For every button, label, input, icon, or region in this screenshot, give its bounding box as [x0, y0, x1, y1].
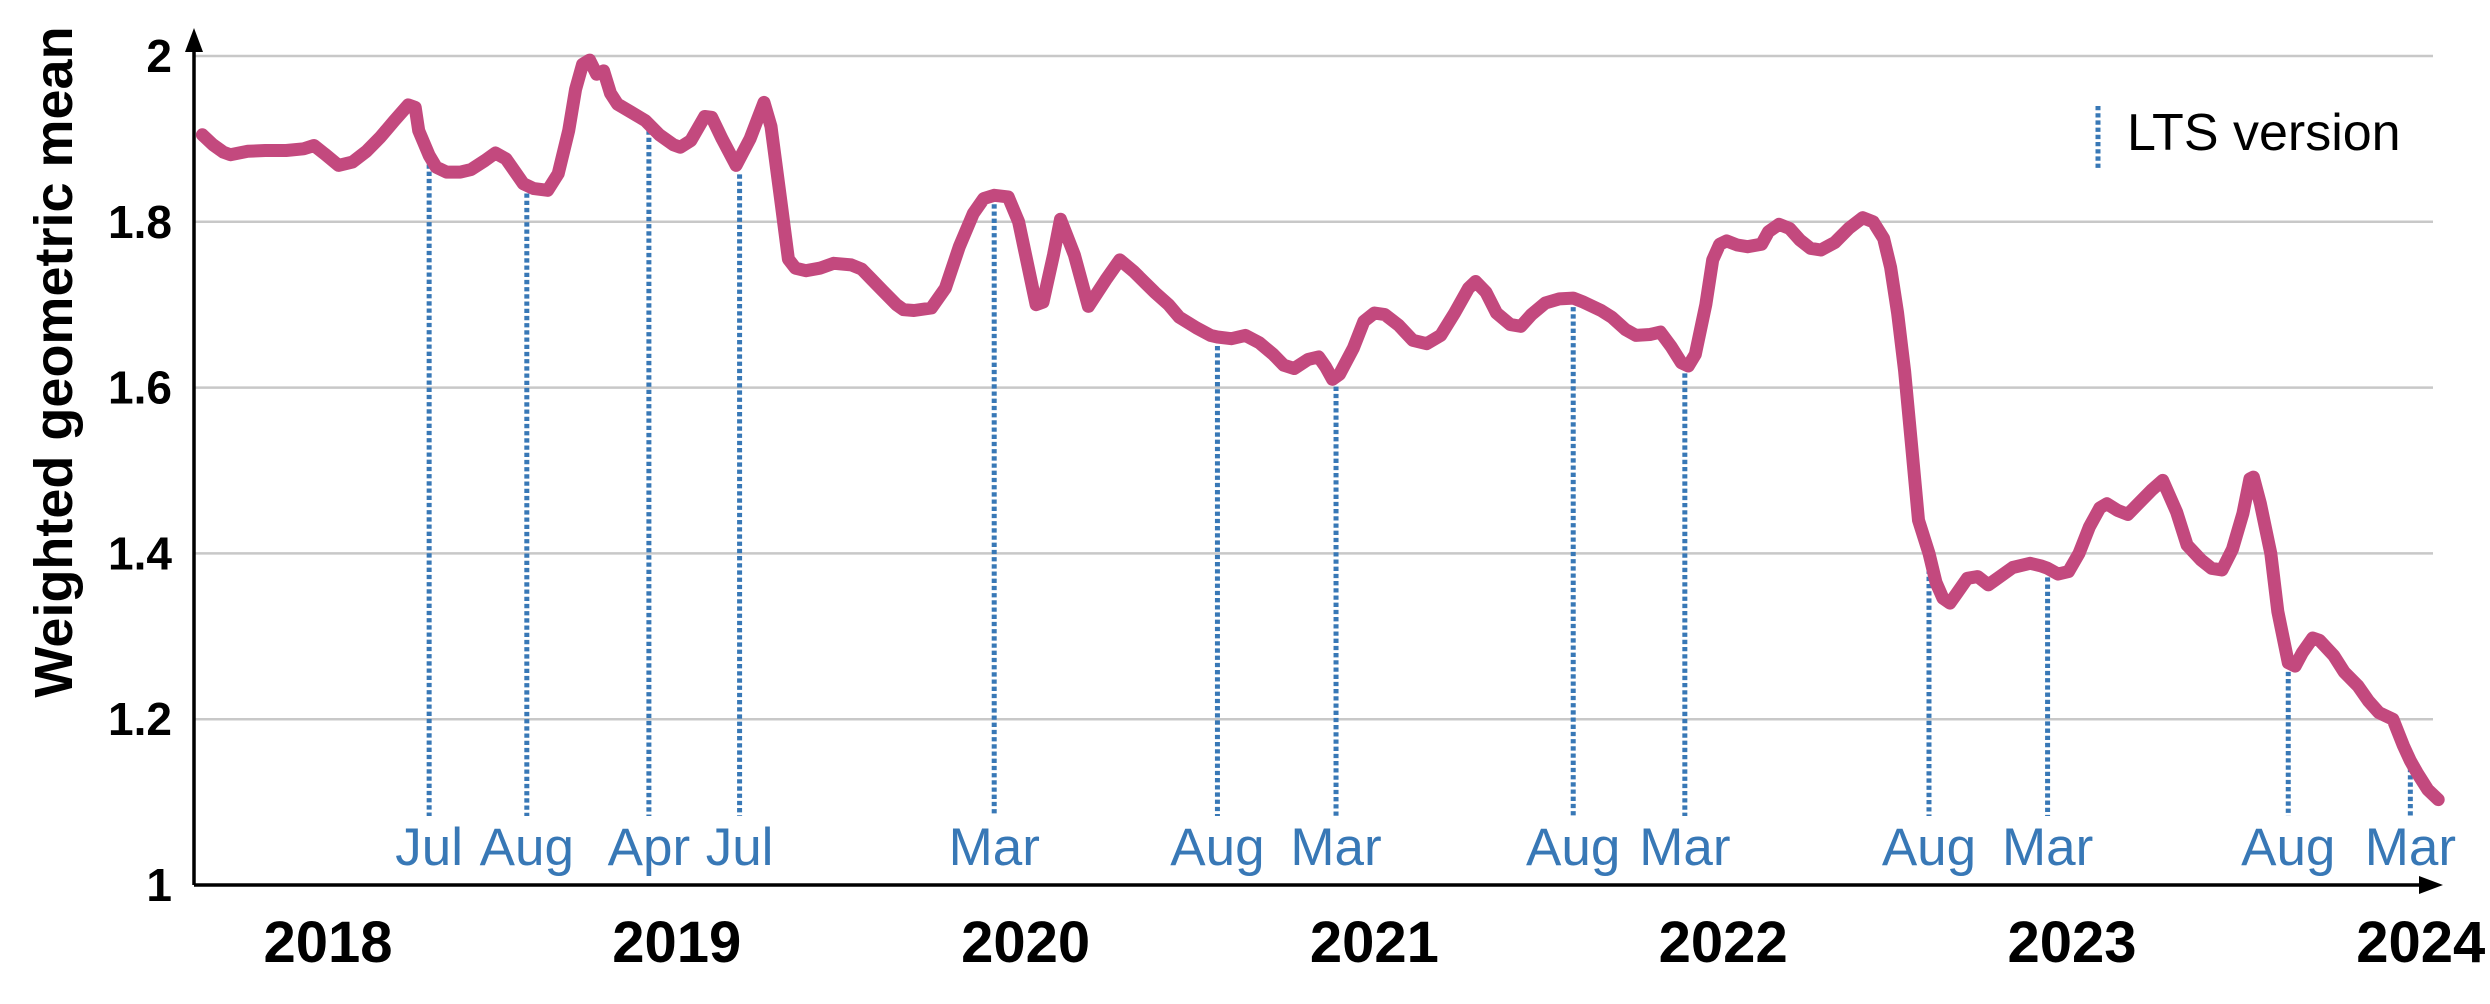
gridlines-layer	[194, 54, 2433, 721]
lts-marker-label-3: Jul	[706, 818, 774, 877]
lts-marker-label-6: Mar	[1290, 818, 1381, 877]
lts-marker-lines-layer	[426, 130, 2413, 816]
x-tick-label-2024: 2024	[2356, 910, 2485, 975]
y-axis-arrowhead	[185, 28, 203, 52]
lts-marker-label-12: Mar	[2365, 818, 2456, 877]
lts-marker-label-2: Apr	[608, 818, 690, 877]
x-tick-label-2023: 2023	[2007, 910, 2136, 975]
lts-marker-label-1: Aug	[480, 818, 574, 877]
lts-marker-label-9: Aug	[1882, 818, 1976, 877]
y-tick-label-2: 2	[146, 30, 172, 82]
axes-layer	[185, 28, 2443, 894]
y-axis-title: Weighted geometric mean	[24, 26, 84, 697]
lts-marker-label-11: Aug	[2241, 818, 2335, 877]
x-tick-label-2018: 2018	[263, 910, 392, 975]
lts-marker-label-5: Aug	[1170, 818, 1264, 877]
x-axis-arrowhead	[2419, 876, 2443, 894]
lts-marker-label-7: Aug	[1526, 818, 1620, 877]
y-tick-label-1.6: 1.6	[108, 362, 172, 414]
y-tick-label-1.8: 1.8	[108, 196, 172, 248]
x-tick-label-2019: 2019	[612, 910, 741, 975]
lts-marker-label-10: Mar	[2002, 818, 2093, 877]
series-layer	[195, 53, 2445, 807]
lts-marker-label-8: Mar	[1639, 818, 1730, 877]
lts-marker-label-4: Mar	[949, 818, 1040, 877]
legend: LTS version	[2095, 104, 2401, 170]
series-line-weighted-geometric-mean	[195, 53, 2445, 807]
y-tick-label-1: 1	[146, 859, 172, 911]
x-tick-label-2020: 2020	[961, 910, 1090, 975]
lts-marker-label-0: Jul	[395, 818, 463, 877]
x-tick-label-2021: 2021	[1310, 910, 1439, 975]
axis-labels-layer: Jul Aug Apr Jul Mar Aug Mar Aug Mar Aug Mar Aug Mar 2…	[108, 30, 2485, 975]
y-tick-label-1.2: 1.2	[108, 693, 172, 745]
y-tick-label-1.4: 1.4	[108, 527, 172, 579]
legend-lts-label: LTS version	[2127, 104, 2401, 162]
x-tick-label-2022: 2022	[1659, 910, 1788, 975]
